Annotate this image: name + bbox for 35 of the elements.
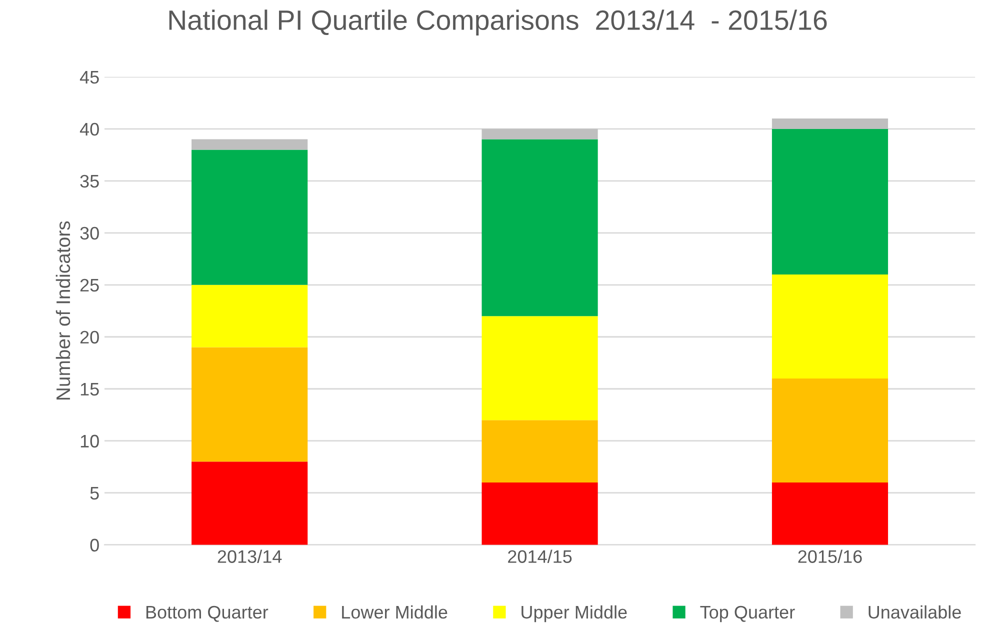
legend-label: Unavailable bbox=[868, 605, 961, 619]
bar bbox=[192, 462, 308, 545]
y-tick-label: 10 bbox=[80, 434, 99, 448]
x-tick-label: 2014/15 bbox=[508, 550, 572, 563]
chart-title: National PI Quartile Comparisons 2013/14 - 2015/16 bbox=[169, 10, 827, 36]
legend-label: Bottom Quarter bbox=[146, 606, 268, 622]
y-tick-label: 30 bbox=[80, 226, 99, 240]
legend-label: Top Quarter bbox=[700, 606, 795, 622]
bar bbox=[482, 139, 598, 316]
bar bbox=[772, 274, 888, 378]
bar bbox=[482, 420, 598, 482]
y-tick-label: 15 bbox=[80, 382, 99, 396]
y-axis-title: Number of Indicators bbox=[56, 221, 70, 400]
bar bbox=[192, 150, 308, 285]
x-tick-label: 2015/16 bbox=[798, 550, 862, 563]
y-tick-label: 25 bbox=[80, 278, 99, 292]
x-tick-label: 2013/14 bbox=[218, 550, 282, 563]
bar bbox=[772, 128, 888, 274]
legend-label: Upper Middle bbox=[522, 605, 627, 622]
bar bbox=[192, 139, 308, 150]
bar bbox=[482, 128, 598, 140]
y-tick-label: 0 bbox=[90, 538, 99, 552]
y-tick-label: 5 bbox=[90, 486, 99, 500]
bar bbox=[482, 482, 598, 545]
bar bbox=[772, 482, 888, 545]
y-tick-label: 40 bbox=[80, 122, 99, 136]
bar bbox=[482, 316, 598, 420]
legend-label: Lower Middle bbox=[342, 605, 448, 619]
bar bbox=[192, 284, 308, 348]
y-tick-label: 35 bbox=[80, 174, 99, 188]
bar bbox=[772, 118, 888, 129]
bar bbox=[192, 347, 308, 462]
y-tick-label: 20 bbox=[80, 330, 99, 344]
y-tick-label: 45 bbox=[80, 71, 99, 84]
bar bbox=[772, 378, 888, 482]
